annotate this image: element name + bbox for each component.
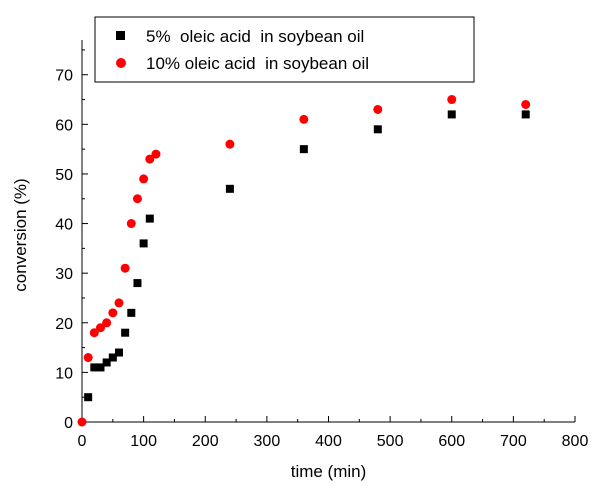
data-point-10pct <box>373 104 383 114</box>
y-tick-label: 70 <box>55 68 73 85</box>
data-point-10pct <box>521 99 531 109</box>
legend-marker-5pct <box>116 31 125 40</box>
data-point-5pct <box>145 214 154 223</box>
data-point-10pct <box>102 318 112 328</box>
data-point-5pct <box>299 145 308 154</box>
data-point-10pct <box>77 417 87 427</box>
y-tick-label: 40 <box>55 217 73 234</box>
data-point-5pct <box>96 363 105 372</box>
y-tick-label: 30 <box>55 266 73 283</box>
data-point-10pct <box>151 149 161 159</box>
axis-ticks: 0 100 200 300 400 500 600 700 800 0 10 20 30 40 50 60 70 <box>55 49 589 450</box>
y-axis-label: conversion (%) <box>11 178 30 291</box>
y-tick-label: 0 <box>64 415 73 432</box>
data-point-5pct <box>127 308 136 317</box>
data-point-5pct <box>90 363 99 372</box>
data-point-5pct <box>521 110 530 119</box>
x-tick-label: 300 <box>254 433 281 450</box>
data-point-5pct <box>121 328 130 337</box>
data-point-5pct <box>108 353 117 362</box>
x-tick-label: 0 <box>78 433 87 450</box>
x-tick-label: 200 <box>192 433 219 450</box>
x-tick-label: 100 <box>130 433 157 450</box>
data-point-5pct <box>102 358 111 367</box>
legend: 5% oleic acid in soybean oil 10% oleic a… <box>94 16 475 83</box>
data-point-5pct <box>447 110 456 119</box>
data-point-5pct <box>373 125 382 134</box>
x-tick-label: 700 <box>500 433 527 450</box>
x-tick-label: 800 <box>562 433 589 450</box>
data-point-5pct <box>133 279 142 288</box>
legend-box <box>94 16 475 83</box>
data-point-10pct <box>447 95 457 105</box>
data-point-10pct <box>299 114 309 124</box>
axes <box>81 40 575 423</box>
x-tick-label: 500 <box>377 433 404 450</box>
data-point-10pct <box>145 154 155 164</box>
data-point-5pct <box>114 348 123 357</box>
data-point-10pct <box>126 219 136 229</box>
data-point-10pct <box>95 323 105 333</box>
data-point-10pct <box>120 263 130 273</box>
data-point-10pct <box>83 353 93 363</box>
data-point-10pct <box>114 298 124 308</box>
y-tick-label: 60 <box>55 117 73 134</box>
data-point-5pct <box>225 184 234 193</box>
data-point-10pct <box>225 139 235 149</box>
data-point-10pct <box>89 328 99 338</box>
data-point-5pct <box>84 393 93 402</box>
x-axis-label: time (min) <box>291 462 367 481</box>
legend-label-5pct: 5% oleic acid in soybean oil <box>146 27 364 46</box>
legend-marker-10pct <box>116 58 126 68</box>
data-points <box>77 95 531 427</box>
data-point-5pct <box>139 239 148 248</box>
x-tick-label: 600 <box>438 433 465 450</box>
y-tick-label: 50 <box>55 167 73 184</box>
y-tick-label: 20 <box>55 316 73 333</box>
data-point-10pct <box>139 174 149 184</box>
legend-label-10pct: 10% oleic acid in soybean oil <box>146 54 369 73</box>
y-tick-label: 10 <box>55 365 73 382</box>
data-point-10pct <box>108 308 118 318</box>
data-point-10pct <box>132 194 142 204</box>
x-tick-label: 400 <box>315 433 342 450</box>
